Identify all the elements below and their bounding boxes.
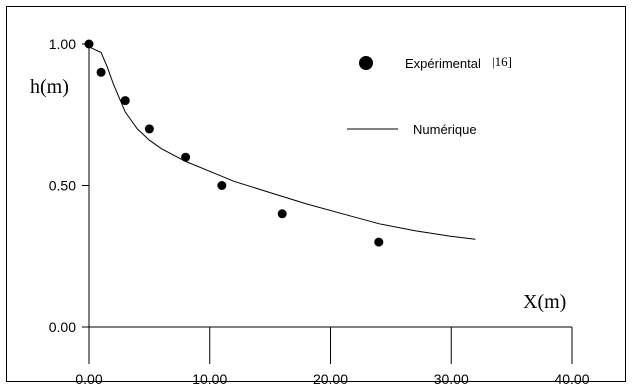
y-axis-label: h(m) xyxy=(30,76,69,98)
legend-marker-experimental xyxy=(359,56,373,70)
legend-reference: |16] xyxy=(492,54,512,69)
y-axis-ticks: 0.00 0.50 1.00 xyxy=(49,36,89,335)
x-axis-label: X(m) xyxy=(523,291,566,313)
y-tick-label: 0.00 xyxy=(49,319,76,335)
data-point-experimental xyxy=(96,67,106,77)
x-axis-ticks: 0.00 10.00 20.00 30.00 40.00 xyxy=(75,327,590,387)
data-point-experimental xyxy=(120,96,130,106)
series-line-numerique xyxy=(88,46,476,240)
y-tick-label: 1.00 xyxy=(49,36,76,52)
data-point-experimental xyxy=(374,237,384,247)
legend-label-numerique: Numérique xyxy=(413,122,477,137)
legend: Expérimental |16] Numérique xyxy=(347,54,512,137)
plot-area xyxy=(84,39,476,247)
chart-frame xyxy=(6,6,626,382)
x-tick-label: 20.00 xyxy=(313,371,348,387)
data-point-experimental xyxy=(144,124,154,134)
x-tick-label: 30.00 xyxy=(434,371,469,387)
legend-label-experimental: Expérimental xyxy=(405,56,481,71)
x-tick-label: 0.00 xyxy=(75,371,102,387)
data-point-experimental xyxy=(217,181,227,190)
x-tick-label: 10.00 xyxy=(192,371,227,387)
data-point-experimental xyxy=(181,152,191,162)
data-point-experimental xyxy=(84,39,94,49)
y-tick-label: 0.50 xyxy=(49,178,76,194)
x-tick-label: 40.00 xyxy=(554,371,589,387)
data-point-experimental xyxy=(277,209,287,219)
